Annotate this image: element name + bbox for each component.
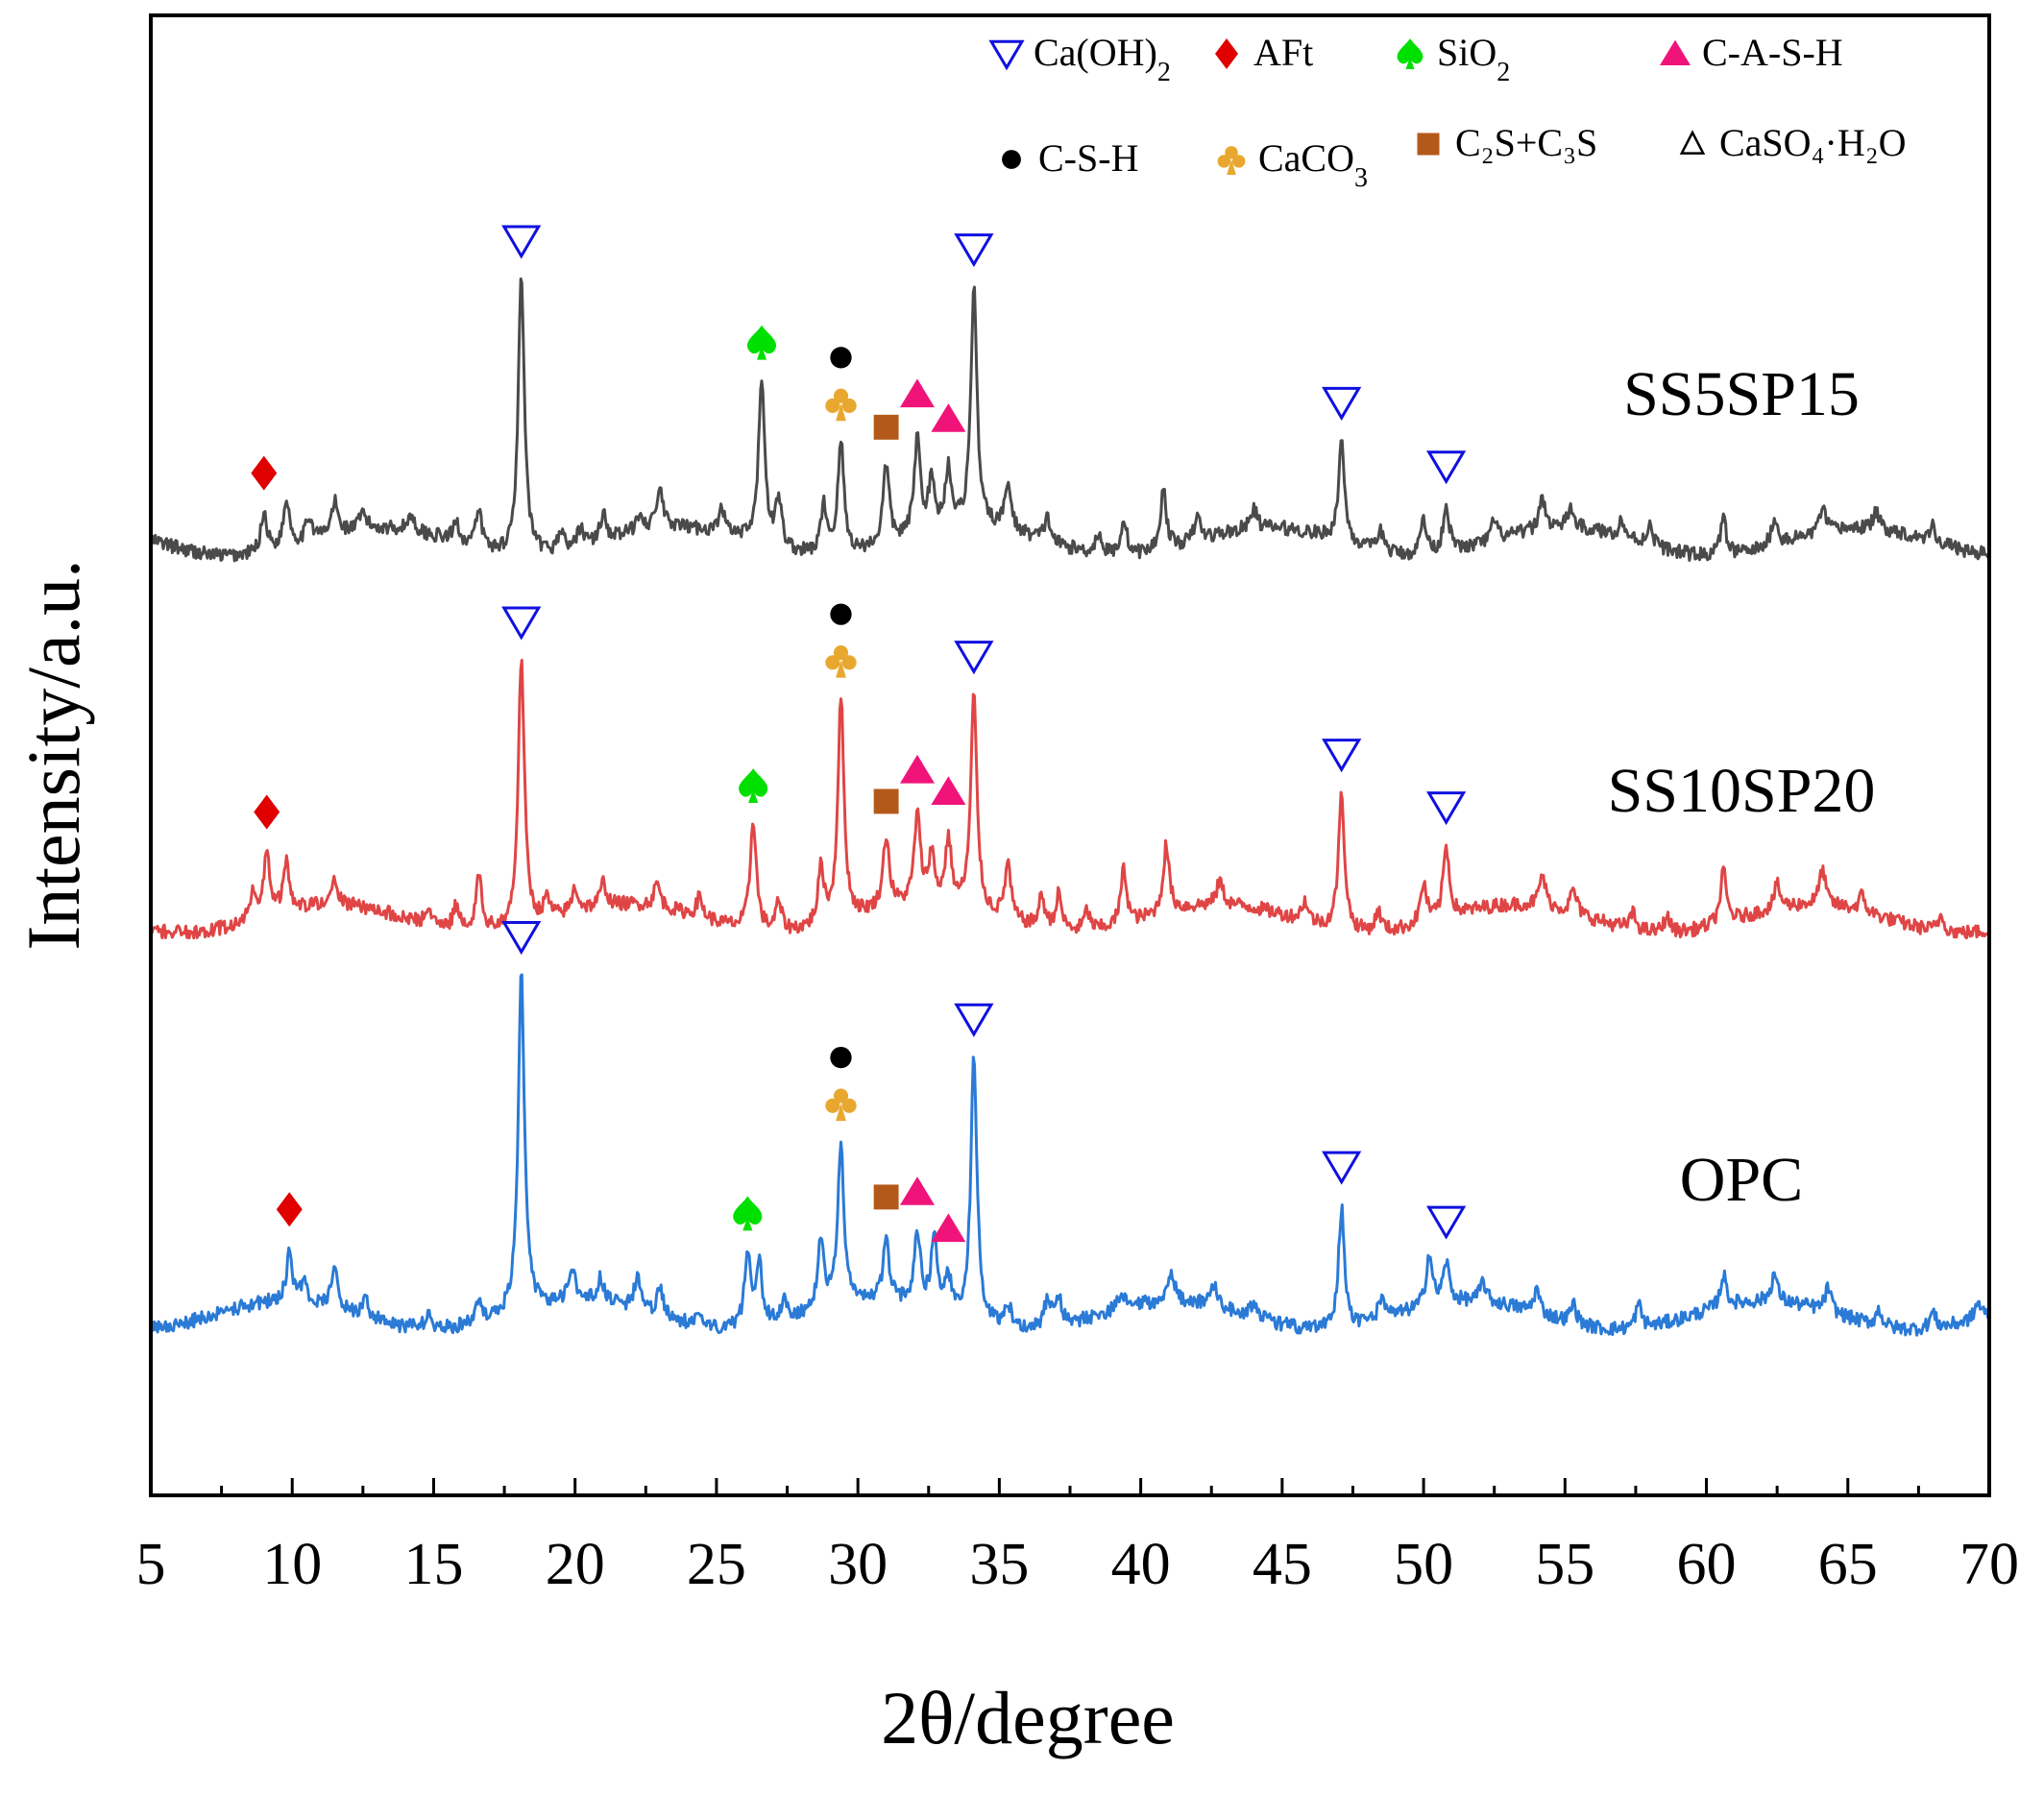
legend-symbol-aft [1215,38,1238,69]
phase-marker-c2s-ss10sp20 [873,788,899,814]
phase-marker-caoh2-opc [1426,1205,1467,1240]
phase-marker-aft-opc [276,1192,303,1227]
phase-marker-caoh2-ss5sp15 [501,225,542,259]
phase-marker-caoh2-opc [1322,1151,1362,1185]
phase-marker-caoh2-ss10sp20 [501,606,542,641]
legend-label-aft: AFt [1253,31,1313,74]
phase-marker-cash-ss5sp15 [899,378,935,408]
x-tick-layer: 5 10 15 20 25 30 35 40 45 50 55 60 65 70 [136,1478,2019,1597]
sample-label-layer: SS5SP15 SS10SP20 OPC [1608,359,1876,1215]
x-tick-label: 60 [1677,1532,1737,1597]
x-tick-label: 20 [546,1532,605,1597]
phase-marker-caoh2-ss5sp15 [1322,386,1362,421]
phase-marker-cash-opc [931,1213,966,1243]
legend: Ca(OH)2 AFt SiO2 C-A-S-H C-S-H CaCO3 C₂S+C₃S Ca… [988,31,1907,193]
phase-marker-caoh2-ss10sp20 [1426,791,1467,826]
legend-label-caco3: CaCO3 [1258,136,1368,193]
x-tick-label: 65 [1818,1532,1878,1597]
legend-symbol-sio2 [1397,38,1424,69]
sample-label-ss10sp20: SS10SP20 [1608,756,1876,826]
legend-label-c2s: C₂S+C₃S [1455,121,1597,164]
phase-marker-cash-ss10sp20 [931,776,966,805]
phase-marker-aft-ss5sp15 [251,455,278,491]
phase-marker-caco3-ss10sp20 [825,644,857,678]
phase-marker-cash-opc [899,1176,935,1205]
legend-label-cash: C-A-S-H [1702,31,1843,74]
legend-symbol-csh [1002,150,1021,169]
phase-marker-caoh2-opc [954,1003,994,1037]
x-tick-label: 10 [262,1532,322,1597]
series-line-ss5sp15 [149,277,1991,563]
x-tick-label: 70 [1959,1532,2019,1597]
legend-symbol-caso4 [1679,130,1706,155]
legend-symbol-c2s [1417,133,1440,156]
legend-label-caso4: CaSO₄·H₂O [1719,121,1907,164]
x-axis-title: 2θ/degree [881,1676,1175,1759]
phase-marker-csh-ss10sp20 [830,603,852,625]
phase-marker-caco3-opc [825,1088,857,1122]
phase-marker-csh-opc [830,1046,852,1069]
x-tick-label: 50 [1394,1532,1453,1597]
phase-marker-sio2-opc [733,1196,763,1231]
legend-label-caoh2: Ca(OH)2 [1034,31,1171,87]
phase-marker-cash-ss10sp20 [899,754,935,784]
phase-marker-caoh2-ss10sp20 [1322,739,1362,773]
legend-symbol-cash [1660,39,1691,65]
legend-symbol-caoh2 [988,39,1025,71]
series-line-ss10sp20 [149,658,1990,940]
x-tick-label: 55 [1535,1532,1594,1597]
x-tick-label: 35 [969,1532,1029,1597]
x-tick-label: 45 [1253,1532,1312,1597]
phase-marker-c2s-opc [873,1184,899,1210]
series-layer [149,277,1991,1337]
legend-label-csh: C-S-H [1038,136,1138,180]
phase-marker-caco3-ss5sp15 [825,388,857,422]
phase-marker-c2s-ss5sp15 [873,414,899,440]
series-line-opc [149,973,1991,1337]
phase-marker-sio2-ss10sp20 [739,768,768,804]
legend-symbol-caco3 [1217,146,1246,175]
phase-marker-cash-ss5sp15 [931,403,966,432]
x-tick-label: 5 [136,1532,166,1597]
phase-marker-caoh2-ss10sp20 [954,641,994,675]
x-tick-label: 40 [1111,1532,1171,1597]
phase-marker-caoh2-ss5sp15 [1426,450,1467,485]
x-tick-label: 30 [828,1532,888,1597]
phase-marker-caoh2-opc [501,921,542,956]
phase-marker-layer [251,225,1467,1243]
phase-marker-sio2-ss5sp15 [746,325,777,360]
x-tick-label: 15 [403,1532,463,1597]
sample-label-ss5sp15: SS5SP15 [1623,359,1860,429]
legend-label-sio2: SiO2 [1437,31,1510,87]
phase-marker-caoh2-ss5sp15 [954,233,994,268]
phase-marker-csh-ss5sp15 [830,347,852,369]
x-tick-label: 25 [687,1532,746,1597]
y-axis-title: Intensity/a.u. [12,559,95,950]
phase-marker-aft-ss10sp20 [254,794,280,830]
sample-label-opc: OPC [1680,1145,1803,1215]
